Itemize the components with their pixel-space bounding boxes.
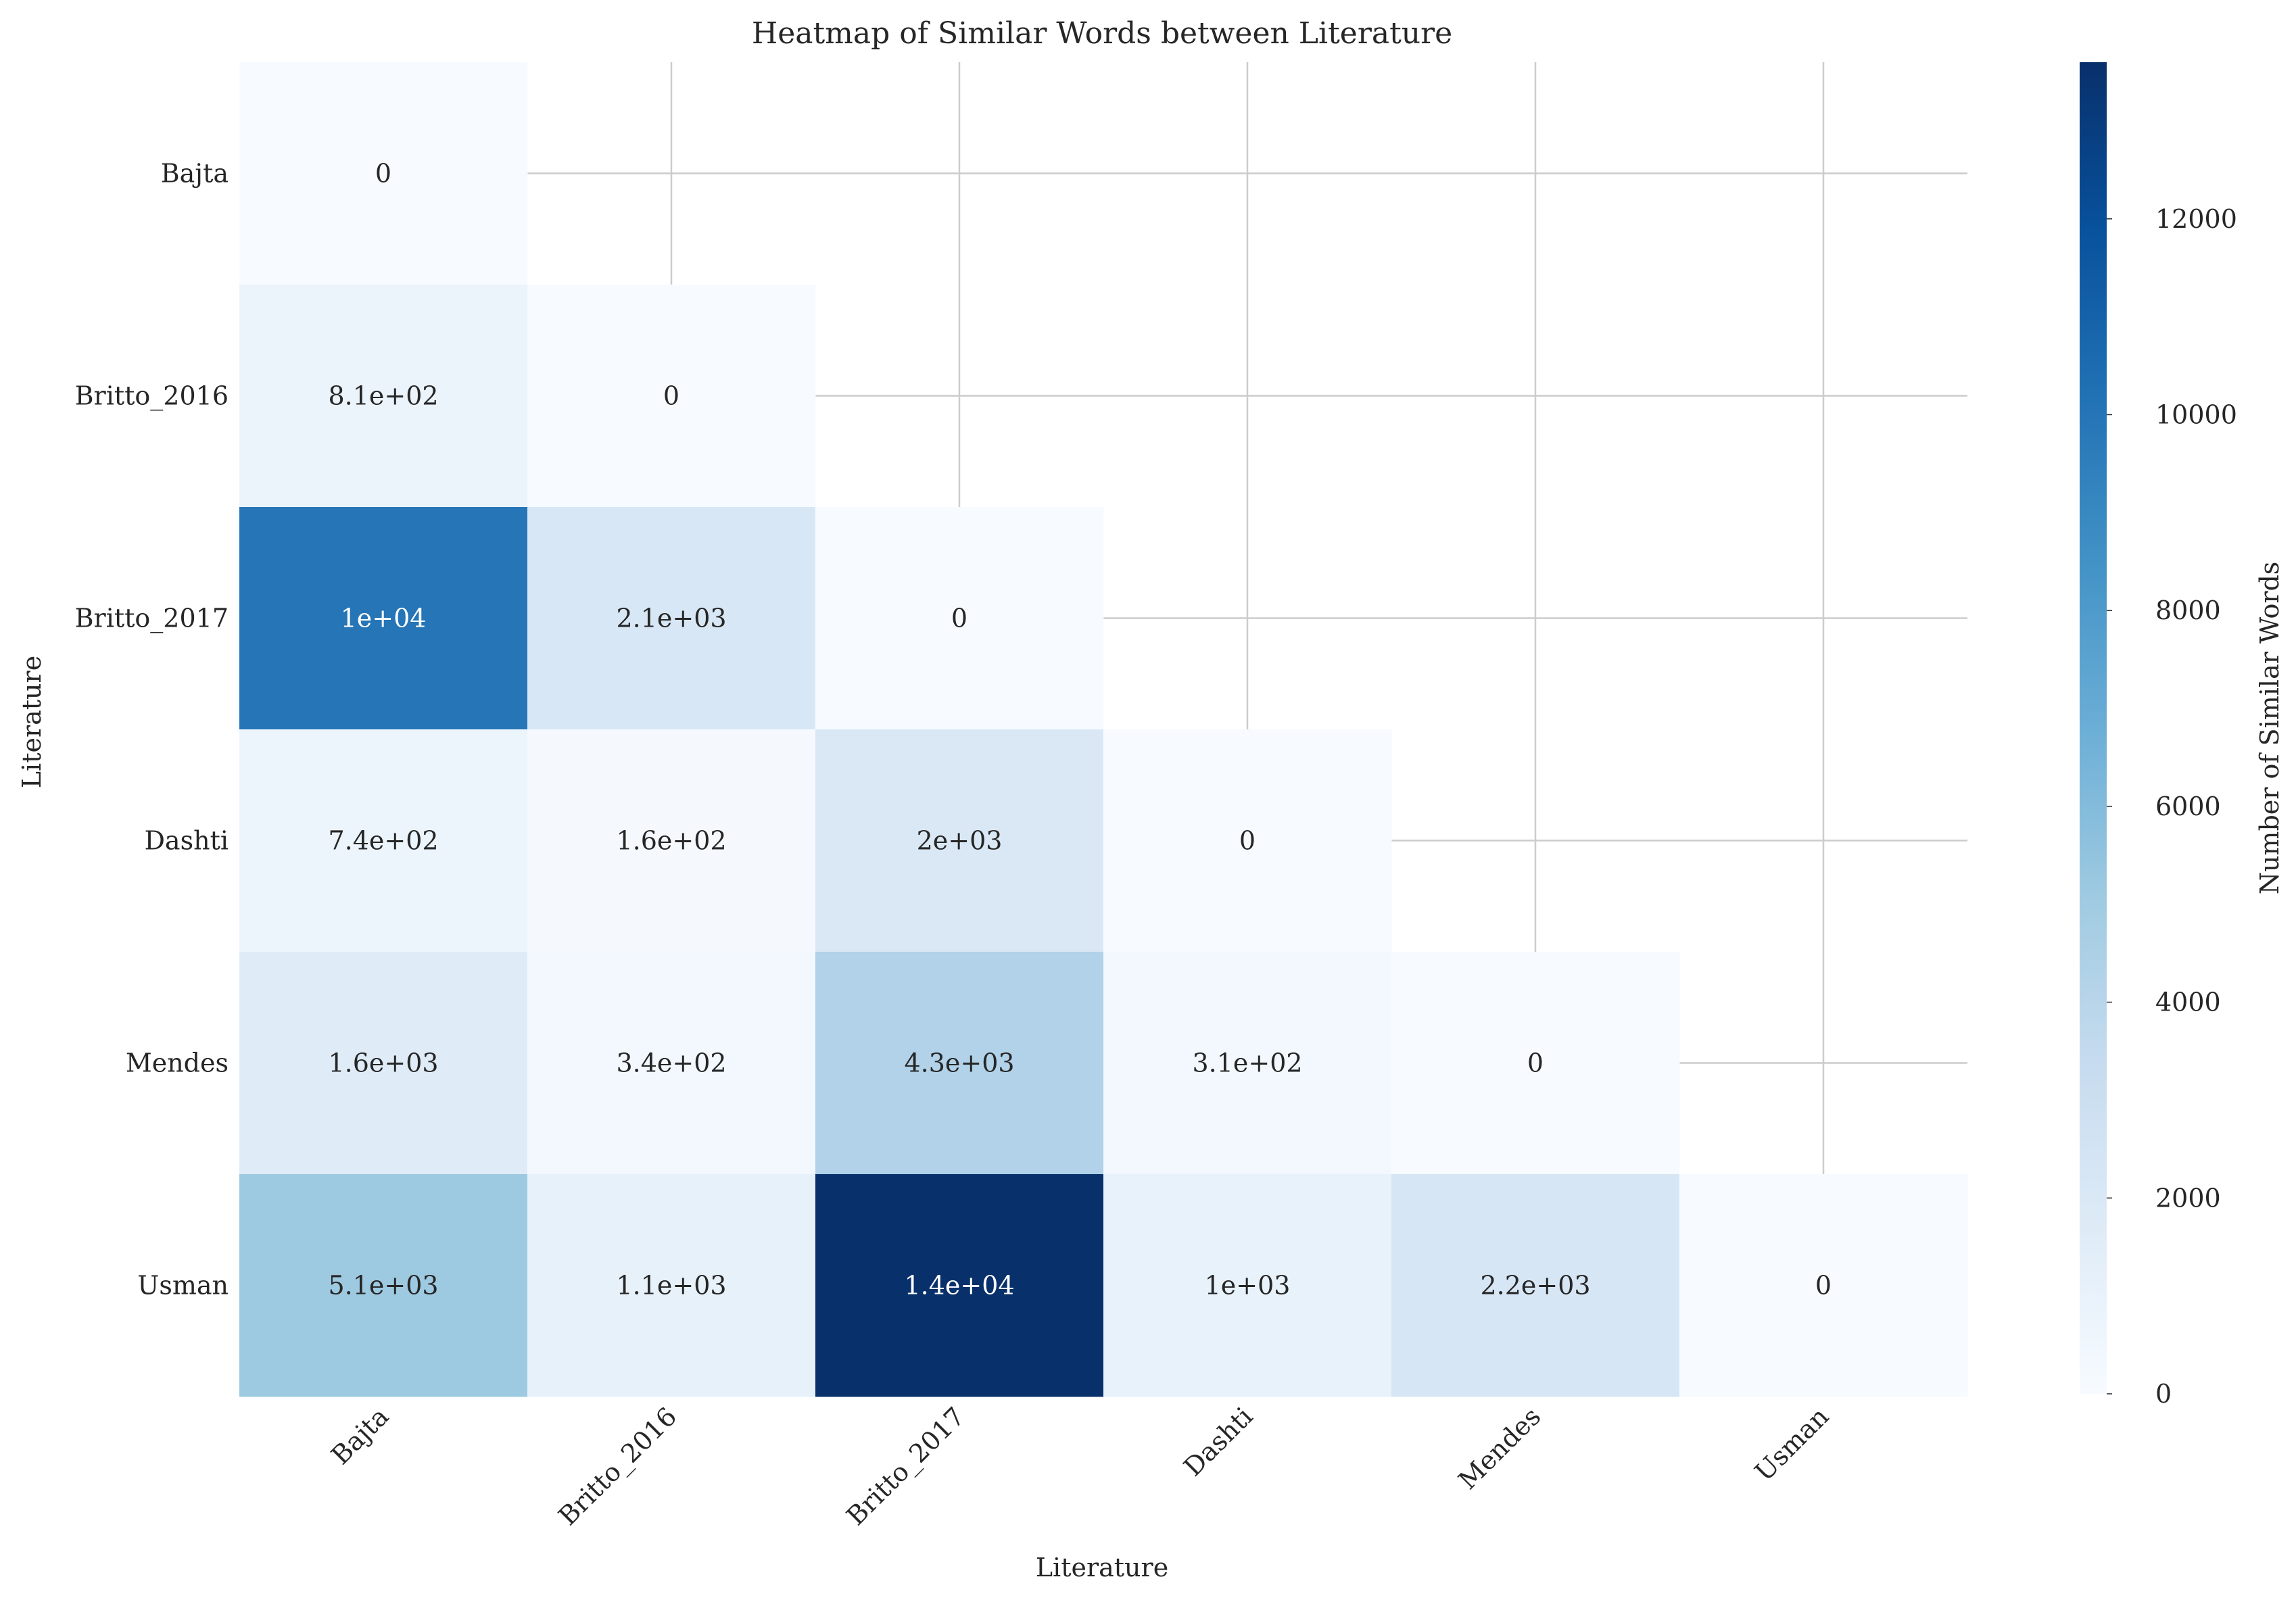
cell-annotation: 1.6e+02 — [616, 826, 726, 856]
y-tick-label: Britto_2017 — [75, 604, 229, 634]
cell-annotation: 1.1e+03 — [616, 1271, 726, 1301]
heatmap-cell — [815, 507, 1104, 730]
cell-annotation: 2.1e+03 — [616, 604, 726, 633]
heatmap-cell — [815, 952, 1104, 1175]
x-tick-label: Britto_2016 — [552, 1401, 683, 1532]
cell-annotation: 8.1e+02 — [328, 381, 438, 411]
colorbar-tick-label: 2000 — [2155, 1183, 2221, 1213]
colorbar-tick-label: 4000 — [2155, 988, 2221, 1017]
cell-annotation: 0 — [663, 381, 679, 411]
heatmap-cell — [239, 1174, 528, 1397]
heatmap-cell — [1103, 1174, 1392, 1397]
cell-annotation: 1.4e+04 — [904, 1271, 1014, 1301]
cell-annotation: 1e+04 — [341, 604, 427, 633]
heatmap-cell — [527, 729, 816, 952]
y-tick-label: Bajta — [161, 159, 229, 189]
cell-annotation: 0 — [1239, 826, 1255, 856]
colorbar-gradient — [2080, 62, 2107, 1394]
cell-annotation: 1e+03 — [1205, 1271, 1291, 1301]
heatmap-cell — [239, 507, 528, 730]
y-tick-label: Dashti — [144, 826, 229, 856]
colorbar-tick-label: 0 — [2155, 1379, 2172, 1409]
heatmap-cell — [1391, 952, 1680, 1175]
cell-annotation: 3.4e+02 — [616, 1048, 726, 1078]
heatmap-cell — [1103, 729, 1392, 952]
cell-annotation: 2.2e+03 — [1480, 1271, 1590, 1301]
cell-annotation: 5.1e+03 — [328, 1271, 438, 1301]
x-tick-label: Dashti — [1178, 1401, 1258, 1482]
x-tick-labels: Bajta Britto_2016 Britto_2017 Dashti Mendes U… — [325, 1401, 1834, 1532]
heatmap-cell — [1103, 952, 1392, 1175]
x-tick-label: Usman — [1749, 1401, 1834, 1486]
heatmap-cell — [815, 729, 1104, 952]
y-axis-label: Literature — [17, 656, 47, 788]
y-tick-label: Usman — [137, 1271, 229, 1301]
heatmap-cell — [239, 62, 528, 285]
heatmap-cell — [527, 1174, 816, 1397]
heatmap-cell — [239, 952, 528, 1175]
x-tick-label: Mendes — [1453, 1401, 1547, 1495]
cell-annotation: 0 — [1527, 1048, 1544, 1078]
heatmap-cell — [527, 952, 816, 1175]
cell-annotation: 3.1e+02 — [1192, 1048, 1302, 1078]
y-tick-label: Britto_2016 — [75, 381, 229, 412]
y-tick-label: Mendes — [126, 1048, 229, 1078]
cell-annotation: 7.4e+02 — [328, 826, 438, 856]
x-tick-label: Bajta — [325, 1401, 394, 1470]
cell-annotation: 0 — [951, 604, 967, 633]
heatmap-cells: 0 8.1e+02 0 1e+04 2.1e+03 0 7.4e+02 1.6e+02 2e+0… — [239, 62, 1968, 1397]
cell-annotation: 0 — [375, 159, 391, 189]
colorbar: 0 2000 4000 6000 8000 10000 12000 Number of Si… — [2080, 62, 2285, 1409]
colorbar-label: Number of Similar Words — [2255, 562, 2285, 895]
cell-annotation: 1.6e+03 — [328, 1048, 438, 1078]
heatmap-cell — [239, 729, 528, 952]
heatmap-cell — [527, 285, 816, 508]
y-tick-labels: Bajta Britto_2016 Britto_2017 Dashti Mendes U… — [75, 159, 229, 1301]
heatmap-cell — [815, 1174, 1104, 1397]
heatmap-cell — [1679, 1174, 1968, 1397]
colorbar-tick-label: 12000 — [2155, 204, 2237, 234]
colorbar-tick-label: 8000 — [2155, 596, 2221, 625]
cell-annotation: 2e+03 — [917, 826, 1003, 856]
colorbar-ticks: 0 2000 4000 6000 8000 10000 12000 — [2107, 204, 2237, 1409]
cell-annotation: 0 — [1815, 1271, 1832, 1301]
colorbar-tick-label: 6000 — [2155, 792, 2221, 821]
x-axis-label: Literature — [1036, 1553, 1168, 1582]
colorbar-tick-label: 10000 — [2155, 399, 2237, 429]
heatmap-cell — [527, 507, 816, 730]
chart-title: Heatmap of Similar Words between Literat… — [752, 16, 1452, 51]
x-tick-label: Britto_2017 — [840, 1401, 971, 1532]
cell-annotation: 4.3e+03 — [904, 1048, 1014, 1078]
heatmap-cell — [1391, 1174, 1680, 1397]
heatmap-cell — [239, 285, 528, 508]
